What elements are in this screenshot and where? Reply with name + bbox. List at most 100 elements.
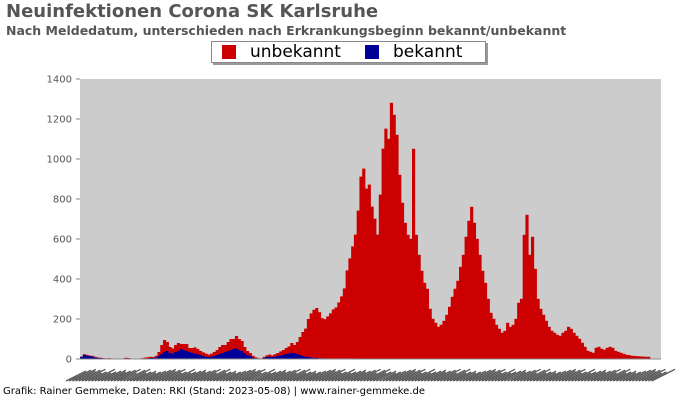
bar-bekannt: [85, 355, 89, 359]
x-tick-label: [350, 370, 371, 382]
bar-unbekannt: [362, 168, 366, 359]
bar-unbekannt: [627, 355, 631, 359]
x-tick-label: [507, 371, 526, 382]
x-tick-label: [110, 370, 131, 382]
bar-unbekannt: [539, 308, 543, 359]
bar-unbekannt: [561, 332, 565, 359]
bar-bekannt: [312, 357, 316, 359]
x-tick-label: [168, 371, 187, 382]
x-tick-label: [276, 368, 301, 382]
bar-unbekannt: [320, 318, 324, 359]
bar-unbekannt: [553, 332, 557, 359]
bar-bekannt: [165, 351, 169, 359]
x-tick-label: [308, 369, 332, 382]
x-tick-label: [126, 368, 151, 382]
bar-bekannt: [237, 350, 241, 359]
chart-title: Neuinfektionen Corona SK Karlsruhe: [6, 1, 379, 22]
bar-unbekannt: [575, 335, 579, 359]
bar-unbekannt: [290, 343, 294, 353]
x-tick-label: [251, 368, 276, 382]
x-tick-label: [81, 368, 106, 382]
bar-unbekannt: [326, 316, 330, 359]
y-tick-label: 800: [53, 195, 72, 206]
bar-bekannt: [273, 356, 277, 359]
bar-bekannt: [306, 357, 311, 359]
bar-unbekannt: [367, 184, 371, 359]
x-tick-label: [356, 368, 381, 382]
bar-unbekannt: [464, 236, 468, 359]
bar-unbekannt: [387, 138, 391, 359]
bar-bekannt: [293, 353, 297, 359]
x-tick-label: [545, 370, 567, 382]
bar-unbekannt: [315, 308, 319, 358]
x-tick-label: [177, 371, 197, 382]
bar-unbekannt: [530, 236, 535, 359]
bar-unbekannt: [351, 246, 355, 359]
x-tick-label: [360, 372, 377, 382]
x-tick-label: [91, 368, 116, 382]
x-tick-label: [321, 368, 346, 382]
bar-unbekannt: [398, 174, 402, 359]
x-tick-label: [510, 370, 531, 382]
bar-unbekannt: [281, 350, 286, 355]
x-tick-label: [491, 368, 516, 382]
x-tick-label: [94, 372, 112, 382]
x-tick-label: [238, 369, 261, 382]
bar-bekannt: [251, 357, 255, 359]
bar-bekannt: [204, 356, 208, 359]
bar-unbekannt: [340, 296, 344, 359]
bar-bekannt: [290, 353, 294, 359]
bar-unbekannt: [373, 218, 377, 359]
x-tick-label: [532, 371, 552, 382]
x-tick-label: [312, 368, 337, 382]
bar-unbekannt: [611, 347, 615, 359]
bar-unbekannt: [276, 353, 280, 356]
bar-unbekannt: [412, 148, 416, 359]
x-tick-label: [395, 370, 416, 382]
x-tick-label: [385, 370, 407, 382]
bar-bekannt: [304, 356, 308, 359]
x-tick-label: [484, 372, 502, 382]
y-tick-label: 1000: [47, 155, 72, 166]
x-tick-label: [155, 370, 176, 382]
bar-unbekannt: [193, 347, 197, 354]
bar-unbekannt: [495, 324, 499, 359]
bar-unbekannt: [304, 328, 308, 357]
bar-bekannt: [163, 352, 167, 359]
bar-bekannt: [91, 356, 95, 359]
x-tick-label: [129, 372, 147, 382]
bar-unbekannt: [201, 352, 205, 356]
bar-unbekannt: [342, 288, 346, 359]
bar-bekannt: [168, 353, 172, 359]
bar-unbekannt: [149, 356, 153, 358]
bar-unbekannt: [151, 357, 156, 358]
bar-unbekannt: [160, 345, 164, 354]
bar-bekannt: [221, 353, 225, 359]
bar-unbekannt: [378, 194, 382, 359]
bar-unbekannt: [423, 282, 427, 359]
legend-swatch-bekannt: [364, 45, 379, 59]
bar-unbekannt: [254, 357, 258, 359]
x-tick-label: [475, 370, 496, 382]
bar-unbekannt: [453, 288, 457, 359]
x-tick-label: [228, 369, 252, 382]
x-tick-label: [452, 371, 472, 382]
bar-unbekannt: [586, 350, 590, 359]
bar-unbekannt: [212, 352, 216, 356]
x-tick-label: [142, 371, 162, 382]
bar-unbekannt: [470, 206, 474, 359]
bar-unbekannt: [331, 309, 335, 359]
x-tick-label: [600, 372, 617, 382]
x-tick-label: [449, 372, 467, 382]
x-tick-label: [104, 369, 127, 382]
bar-bekannt: [234, 348, 239, 359]
bar-bekannt: [218, 354, 222, 359]
x-tick-label: [596, 368, 621, 382]
x-tick-label: [196, 368, 221, 382]
x-tick-label: [145, 370, 167, 382]
bar-bekannt: [226, 351, 230, 359]
bar-bekannt: [232, 349, 236, 359]
bar-unbekannt: [506, 322, 510, 359]
x-tick-label: [603, 369, 626, 382]
bar-unbekannt: [439, 324, 443, 359]
